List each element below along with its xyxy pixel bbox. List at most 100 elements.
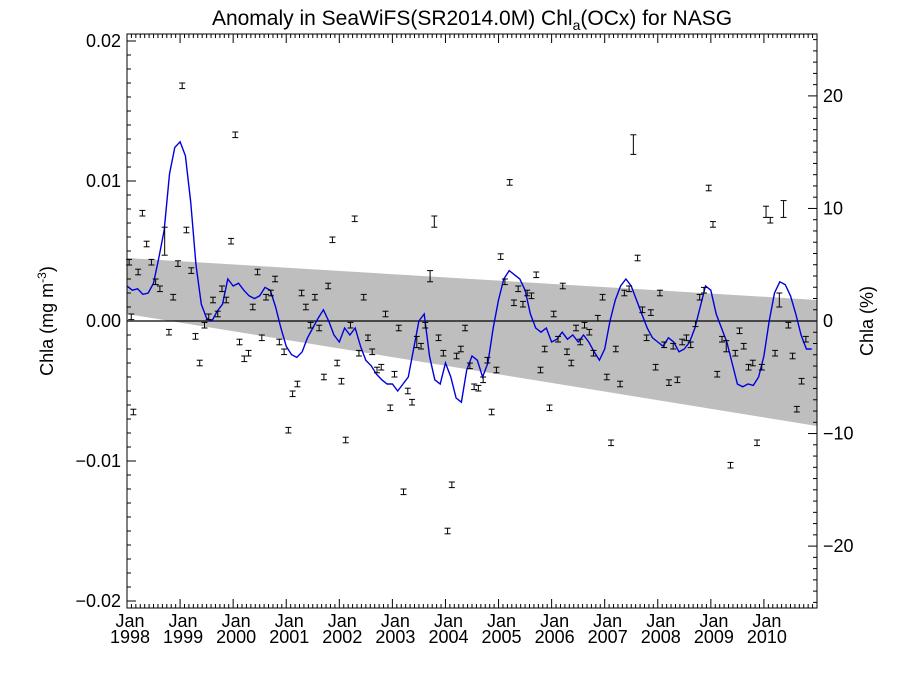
monthly-point	[387, 404, 394, 412]
x-tick-year-label: 2008	[641, 627, 681, 647]
monthly-point	[550, 310, 557, 318]
y-left-tick-label: −0.02	[75, 591, 121, 611]
monthly-point	[754, 439, 761, 447]
monthly-point	[519, 300, 526, 308]
monthly-point	[586, 328, 593, 336]
ylabel-left-main: Chla (mg m	[37, 283, 57, 376]
x-tick-year-label: 2004	[428, 627, 468, 647]
monthly-point	[338, 377, 345, 385]
monthly-point	[148, 258, 155, 266]
monthly-point	[316, 324, 323, 332]
monthly-point	[342, 436, 349, 444]
monthly-point	[298, 289, 305, 297]
monthly-point	[232, 131, 239, 139]
monthly-point	[355, 349, 362, 357]
monthly-point	[462, 324, 469, 332]
monthly-point	[170, 293, 177, 301]
monthly-point	[223, 296, 230, 304]
monthly-point	[228, 237, 235, 245]
monthly-point	[501, 278, 508, 286]
monthly-point	[294, 380, 301, 388]
monthly-point	[395, 324, 402, 332]
monthly-point	[404, 387, 411, 395]
y-right-tick-label: 0	[823, 311, 833, 331]
monthly-point	[683, 334, 690, 342]
ylabel-left-tail: )	[37, 266, 57, 272]
monthly-point	[373, 366, 380, 374]
monthly-point	[665, 379, 672, 386]
monthly-point	[652, 363, 659, 371]
monthly-point	[267, 289, 274, 297]
x-tick-month-label: Jan	[434, 611, 463, 631]
monthly-point	[281, 348, 288, 356]
x-tick-month-label: Jan	[752, 611, 781, 631]
monthly-point	[674, 376, 681, 384]
monthly-point	[626, 285, 633, 293]
monthly-point	[617, 380, 624, 388]
monthly-point	[493, 366, 500, 374]
monthly-point	[714, 370, 721, 378]
monthly-point	[183, 226, 190, 234]
monthly-point	[661, 341, 668, 349]
monthly-point	[528, 292, 535, 300]
x-tick-year-label: 2000	[216, 627, 256, 647]
x-tick-year-label: 2001	[269, 627, 309, 647]
monthly-point	[241, 355, 248, 363]
x-tick-month-label: Jan	[593, 611, 622, 631]
monthly-point	[236, 338, 243, 346]
monthly-point	[391, 370, 398, 378]
monthly-point	[209, 296, 216, 304]
monthly-point	[471, 383, 478, 391]
monthly-point	[758, 363, 765, 371]
monthly-point	[670, 342, 677, 350]
title-main: Anomaly in SeaWiFS(SR2014.0M) Chl	[212, 7, 573, 30]
monthly-point	[515, 285, 522, 293]
monthly-point	[776, 292, 783, 308]
monthly-point	[639, 306, 646, 314]
monthly-point	[360, 293, 367, 301]
monthly-point	[647, 309, 654, 316]
monthly-point	[325, 282, 332, 290]
y-right-tick-label: −20	[823, 536, 854, 556]
x-tick-month-label: Jan	[381, 611, 410, 631]
y-axis-right-label: Chla (%)	[857, 286, 877, 356]
monthly-point	[506, 179, 513, 186]
monthly-point	[772, 349, 779, 357]
monthly-point	[263, 293, 270, 301]
monthly-point	[369, 348, 376, 356]
monthly-point	[541, 345, 548, 353]
monthly-point	[630, 134, 637, 155]
monthly-point	[201, 321, 208, 329]
monthly-point	[152, 278, 159, 286]
monthly-point	[696, 293, 703, 301]
monthly-point	[524, 289, 531, 297]
monthly-point	[320, 373, 327, 381]
monthly-point	[705, 184, 712, 192]
monthly-point	[475, 384, 482, 392]
monthly-point	[656, 289, 663, 297]
monthly-point	[347, 321, 354, 329]
y-right-tick-label: 10	[823, 198, 843, 218]
y-axis-left-label: Chla (mg m-3)	[35, 266, 57, 376]
y-left-tick-label: 0.01	[86, 171, 121, 191]
trend-band	[127, 258, 817, 426]
monthly-point	[254, 268, 261, 276]
x-tick-month-label: Jan	[328, 611, 357, 631]
monthly-point	[484, 356, 491, 364]
x-tick-month-label: Jan	[646, 611, 675, 631]
monthly-point	[196, 359, 203, 367]
monthly-point	[577, 338, 584, 346]
monthly-point	[533, 271, 540, 279]
monthly-point	[448, 481, 455, 489]
monthly-point	[546, 404, 553, 412]
monthly-point	[329, 236, 336, 244]
monthly-point	[174, 260, 181, 267]
monthly-point	[780, 200, 787, 218]
monthly-point	[736, 327, 743, 335]
monthly-point	[409, 398, 416, 406]
monthly-point	[378, 363, 385, 371]
monthly-point	[497, 253, 504, 260]
monthly-point	[573, 324, 580, 332]
monthly-point	[679, 338, 686, 346]
